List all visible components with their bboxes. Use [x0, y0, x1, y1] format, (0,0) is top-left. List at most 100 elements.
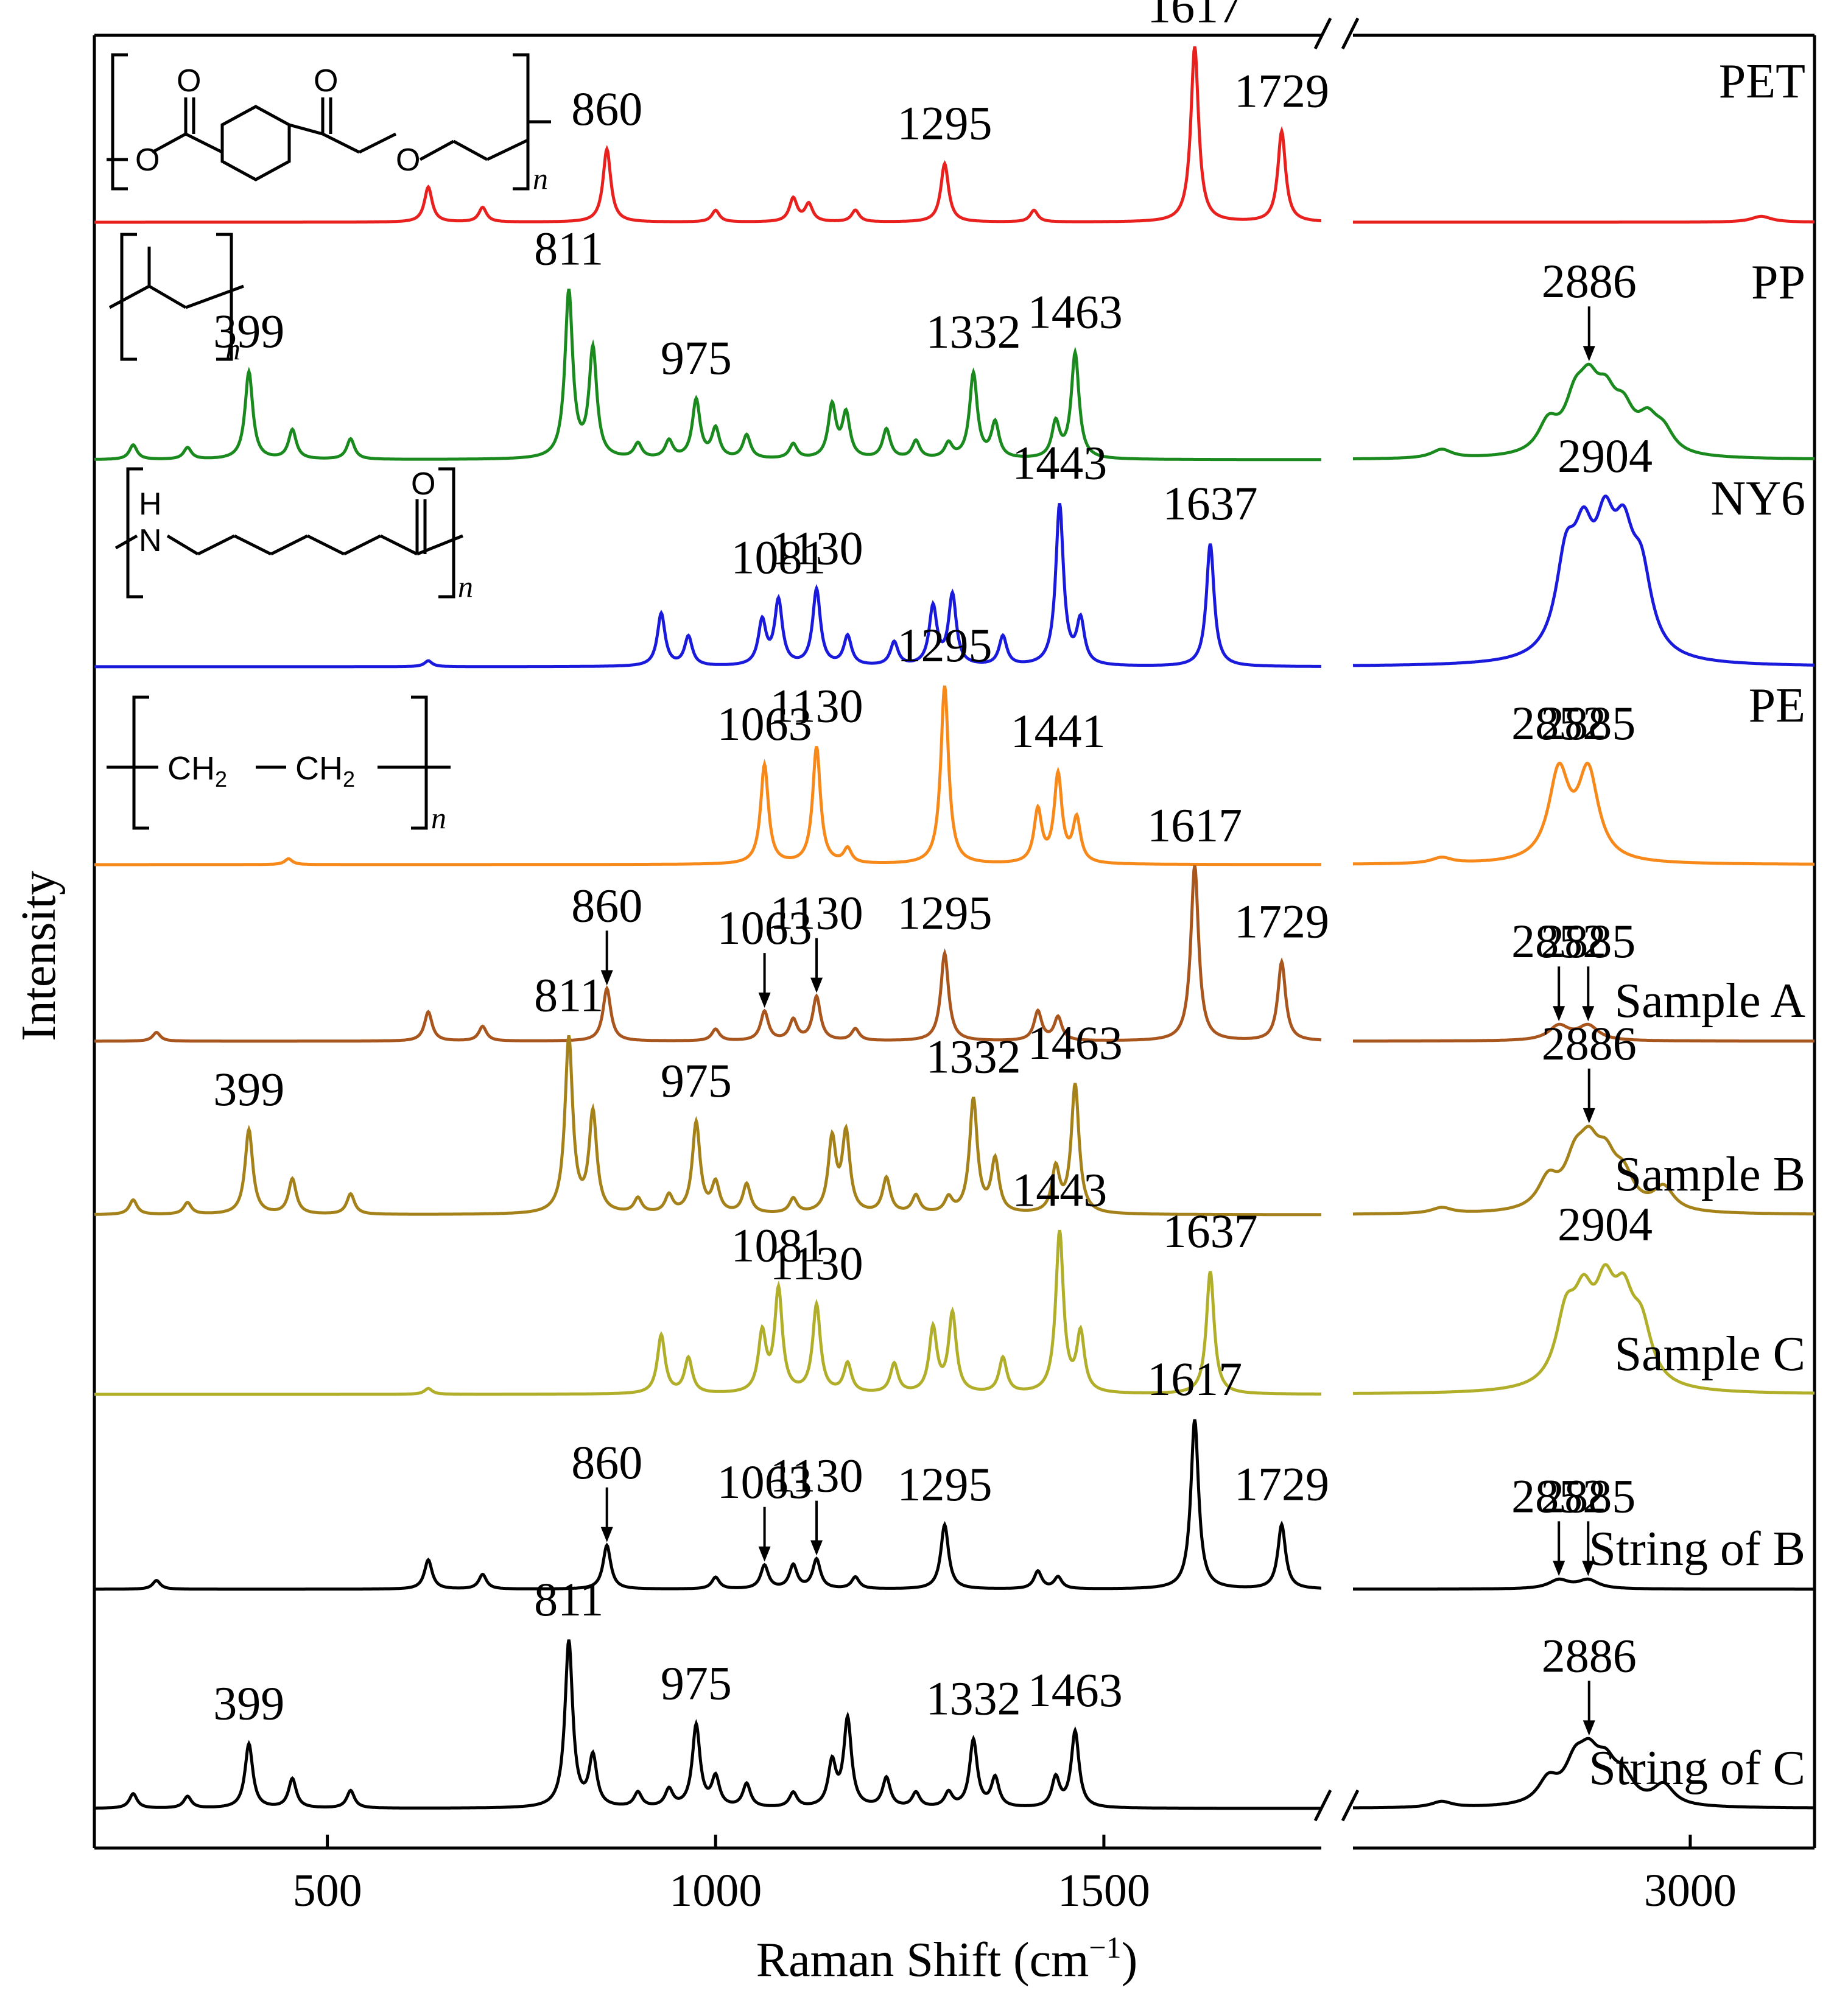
- peak-label: 1295: [897, 97, 992, 150]
- peak-label: 1130: [770, 1449, 863, 1502]
- peak-label: 975: [661, 1054, 732, 1107]
- x-tick-label: 3000: [1644, 1865, 1737, 1916]
- peak-label: 2885: [1541, 697, 1635, 750]
- peak-arrowhead: [1583, 346, 1595, 362]
- peak-labels-layer: 860 1295 1617 1729 399 811 975 1332 1463 2886 1081…: [213, 0, 1653, 1736]
- axis-frame: [93, 33, 1816, 1850]
- peak-label: 1295: [897, 1458, 992, 1511]
- peak-label: 1443: [1012, 437, 1107, 490]
- peak-label: 1295: [897, 886, 992, 939]
- peak-arrowhead: [1582, 1006, 1595, 1022]
- peak-label: 860: [571, 879, 642, 932]
- series-name: PP: [1751, 256, 1805, 309]
- peak-label: 811: [534, 1573, 603, 1626]
- peak-label: 1729: [1234, 1458, 1329, 1511]
- peak-label: 860: [571, 82, 642, 135]
- series-name: String of C: [1589, 1741, 1805, 1795]
- peak-label: 2904: [1558, 1198, 1653, 1251]
- series-name: NY6: [1710, 472, 1805, 525]
- series-line-sample-a-high: [1353, 1022, 1815, 1043]
- series-line-sample-c-low: [94, 1229, 1321, 1396]
- peak-label: 1332: [926, 305, 1021, 358]
- series-line-pet-low: [94, 46, 1321, 224]
- peak-label: 1463: [1028, 1016, 1123, 1069]
- peak-label: 1441: [1011, 705, 1106, 757]
- pe-ch2-b: CH2: [295, 750, 355, 792]
- peak-arrowhead: [810, 977, 823, 993]
- pe-structure: [107, 695, 451, 830]
- ny6-structure: [114, 467, 463, 599]
- pe-n: n: [431, 801, 446, 835]
- peak-label: 1130: [770, 1237, 863, 1290]
- pet-n: n: [533, 161, 548, 195]
- peak-label: 1081: [731, 1219, 826, 1272]
- series-line-string-of-b-low: [94, 1419, 1321, 1591]
- pet-o2: O: [135, 142, 160, 178]
- series-line-pet-high: [1353, 214, 1815, 224]
- peak-label: 811: [534, 968, 603, 1021]
- x-tick-label: 1000: [669, 1865, 762, 1916]
- peak-arrowhead: [1583, 1720, 1595, 1736]
- peak-label: 2852: [1511, 1469, 1606, 1522]
- peak-label: 1130: [770, 521, 863, 574]
- peak-arrowhead: [758, 1546, 771, 1562]
- x-axis-label: Raman Shift (cm−1): [756, 1930, 1137, 1987]
- x-tick-label: 1500: [1058, 1865, 1150, 1916]
- pet-o1: O: [177, 63, 201, 99]
- peak-label: 1617: [1147, 0, 1242, 32]
- ny6-n-atom: N: [139, 523, 162, 558]
- peak-label: 1617: [1147, 1352, 1242, 1405]
- peak-label: 1081: [731, 530, 826, 583]
- peak-label: 811: [534, 222, 603, 275]
- peak-arrowhead: [600, 1527, 613, 1542]
- series-line-string-of-c-low: [94, 1639, 1321, 1810]
- series-name: Sample A: [1615, 974, 1806, 1028]
- series-line-string-of-c-high: [1353, 1737, 1815, 1810]
- peak-arrowhead: [758, 993, 771, 1008]
- series-names-layer: PET PP NY6 PE Sample A Sample B Sample C String…: [1589, 55, 1805, 1795]
- series-line-sample-b-low: [94, 1035, 1321, 1217]
- ny6-n: n: [458, 569, 473, 603]
- pp-n: n: [225, 332, 241, 366]
- x-tick-label: 500: [293, 1865, 362, 1916]
- ny6-o: O: [411, 466, 435, 502]
- peak-label: 2886: [1542, 1017, 1637, 1070]
- peak-label: 1463: [1028, 1664, 1123, 1717]
- peak-label: 1637: [1163, 477, 1258, 530]
- peak-label: 399: [213, 1677, 284, 1730]
- series-name: PE: [1749, 679, 1805, 733]
- y-axis-label: Intensity: [12, 871, 66, 1041]
- peak-label: 399: [213, 1063, 284, 1116]
- series-line-sample-b-high: [1353, 1125, 1815, 1216]
- series-line-pe-high: [1353, 761, 1815, 866]
- series-name: Sample C: [1615, 1327, 1805, 1381]
- peak-arrowhead: [1582, 1561, 1595, 1576]
- series-line-string-of-b-high: [1353, 1577, 1815, 1591]
- peak-label: 1637: [1163, 1204, 1258, 1257]
- series-line-sample-a-low: [94, 865, 1322, 1043]
- peak-label: 2885: [1541, 1469, 1635, 1522]
- pet-o3: O: [314, 63, 338, 99]
- peak-arrowhead: [810, 1540, 823, 1556]
- peak-label: 975: [661, 331, 732, 384]
- series-line-ny6-low: [94, 503, 1321, 669]
- peak-label: 1130: [770, 887, 863, 940]
- peak-arrowhead: [1553, 1561, 1565, 1576]
- axis-break-marks: [1313, 17, 1360, 1822]
- peak-arrowhead: [1553, 1006, 1565, 1022]
- pet-o4: O: [396, 142, 420, 178]
- peak-label: 2904: [1558, 429, 1653, 482]
- series-line-pp-low: [94, 288, 1321, 462]
- series-layer: [94, 46, 1815, 1810]
- peak-label: 399: [213, 304, 284, 357]
- ny6-h: H: [139, 487, 162, 522]
- pp-structure: [108, 233, 244, 361]
- peak-label: 1063: [717, 901, 812, 954]
- peak-label: 1617: [1147, 798, 1242, 851]
- series-name: String of B: [1589, 1522, 1805, 1576]
- peak-label: 2852: [1511, 915, 1606, 968]
- series-line-pp-high: [1353, 362, 1815, 460]
- series-line-sample-c-high: [1353, 1263, 1815, 1395]
- series-name: Sample B: [1615, 1148, 1805, 1201]
- peak-label: 2886: [1542, 1629, 1637, 1682]
